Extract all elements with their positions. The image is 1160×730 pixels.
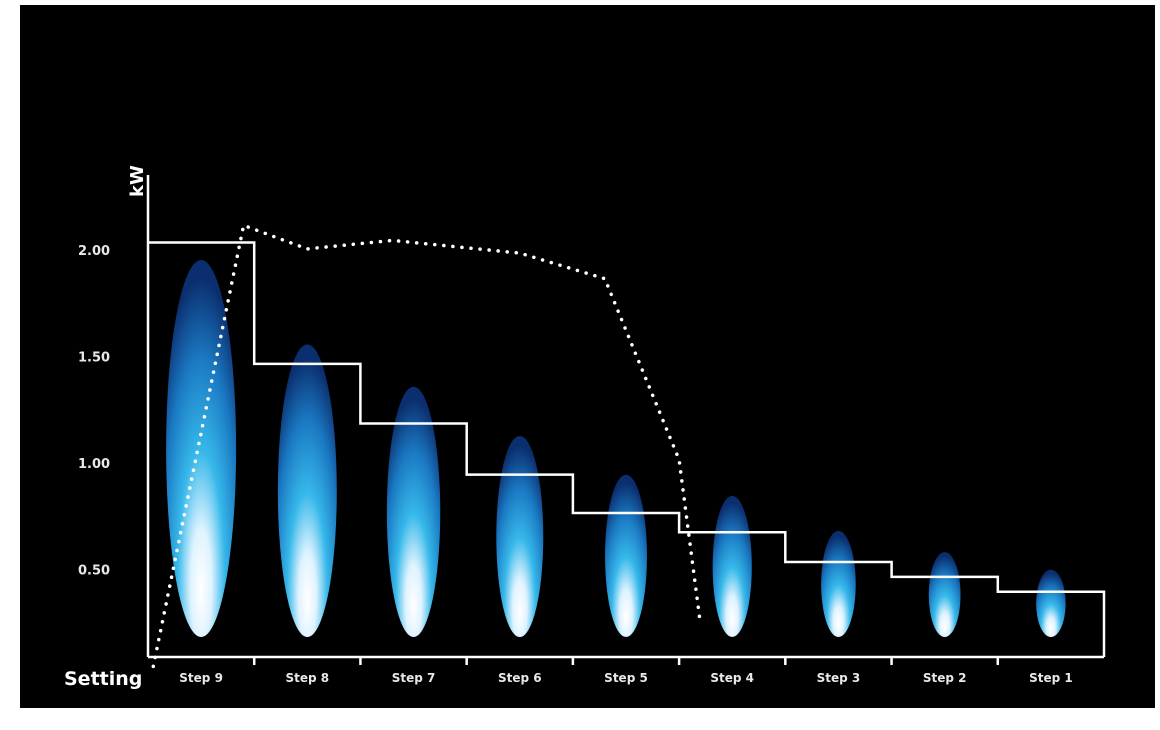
x-category-label: Step 4 xyxy=(710,671,754,685)
y-axis-title: kW xyxy=(127,165,148,197)
power-chart: 2.001.501.000.50 Step 9 Step 8 Step 7 Step … xyxy=(64,165,1106,690)
x-category-label: Step 2 xyxy=(923,671,967,685)
x-category-label: Step 5 xyxy=(604,671,648,685)
x-category-label: Step 6 xyxy=(498,671,542,685)
x-category-label: Step 8 xyxy=(286,671,330,685)
flame-step-7 xyxy=(386,386,441,637)
chart-frame: 2.00 1.50 1.00 0.50 Step 9 Step 8 Step 7 Step … xyxy=(20,5,1155,708)
y-tick-label: 2.00 xyxy=(78,244,110,259)
x-category-label: Step 3 xyxy=(817,671,861,685)
power-step-line xyxy=(148,241,1106,657)
x-category-label: Step 7 xyxy=(392,671,436,685)
y-tick-label: 0.50 xyxy=(78,564,110,579)
y-tick-label: 1.00 xyxy=(78,457,110,472)
flame-step-5 xyxy=(605,474,647,637)
y-tick-label: 1.50 xyxy=(78,351,110,366)
flame-step-8 xyxy=(277,344,337,637)
x-category-label: Step 1 xyxy=(1029,671,1073,685)
flame-step-1 xyxy=(1036,569,1066,637)
y-ticks: 2.00 1.50 1.00 0.50 xyxy=(78,244,110,579)
axes xyxy=(146,175,1104,659)
flames xyxy=(166,260,1066,638)
x-categories: Step 9 Step 8 Step 7 Step 6 Step 5 Step 4 Step… xyxy=(179,657,1073,685)
x-category-label: Step 9 xyxy=(179,671,223,685)
flame-step-3 xyxy=(821,531,856,638)
flame-step-4 xyxy=(712,495,752,637)
dotted-efficiency-line xyxy=(151,223,703,669)
x-axis-title: Setting xyxy=(64,668,142,690)
flame-step-6 xyxy=(496,436,544,637)
flame-step-9 xyxy=(166,260,237,637)
flame-step-2 xyxy=(928,552,961,637)
